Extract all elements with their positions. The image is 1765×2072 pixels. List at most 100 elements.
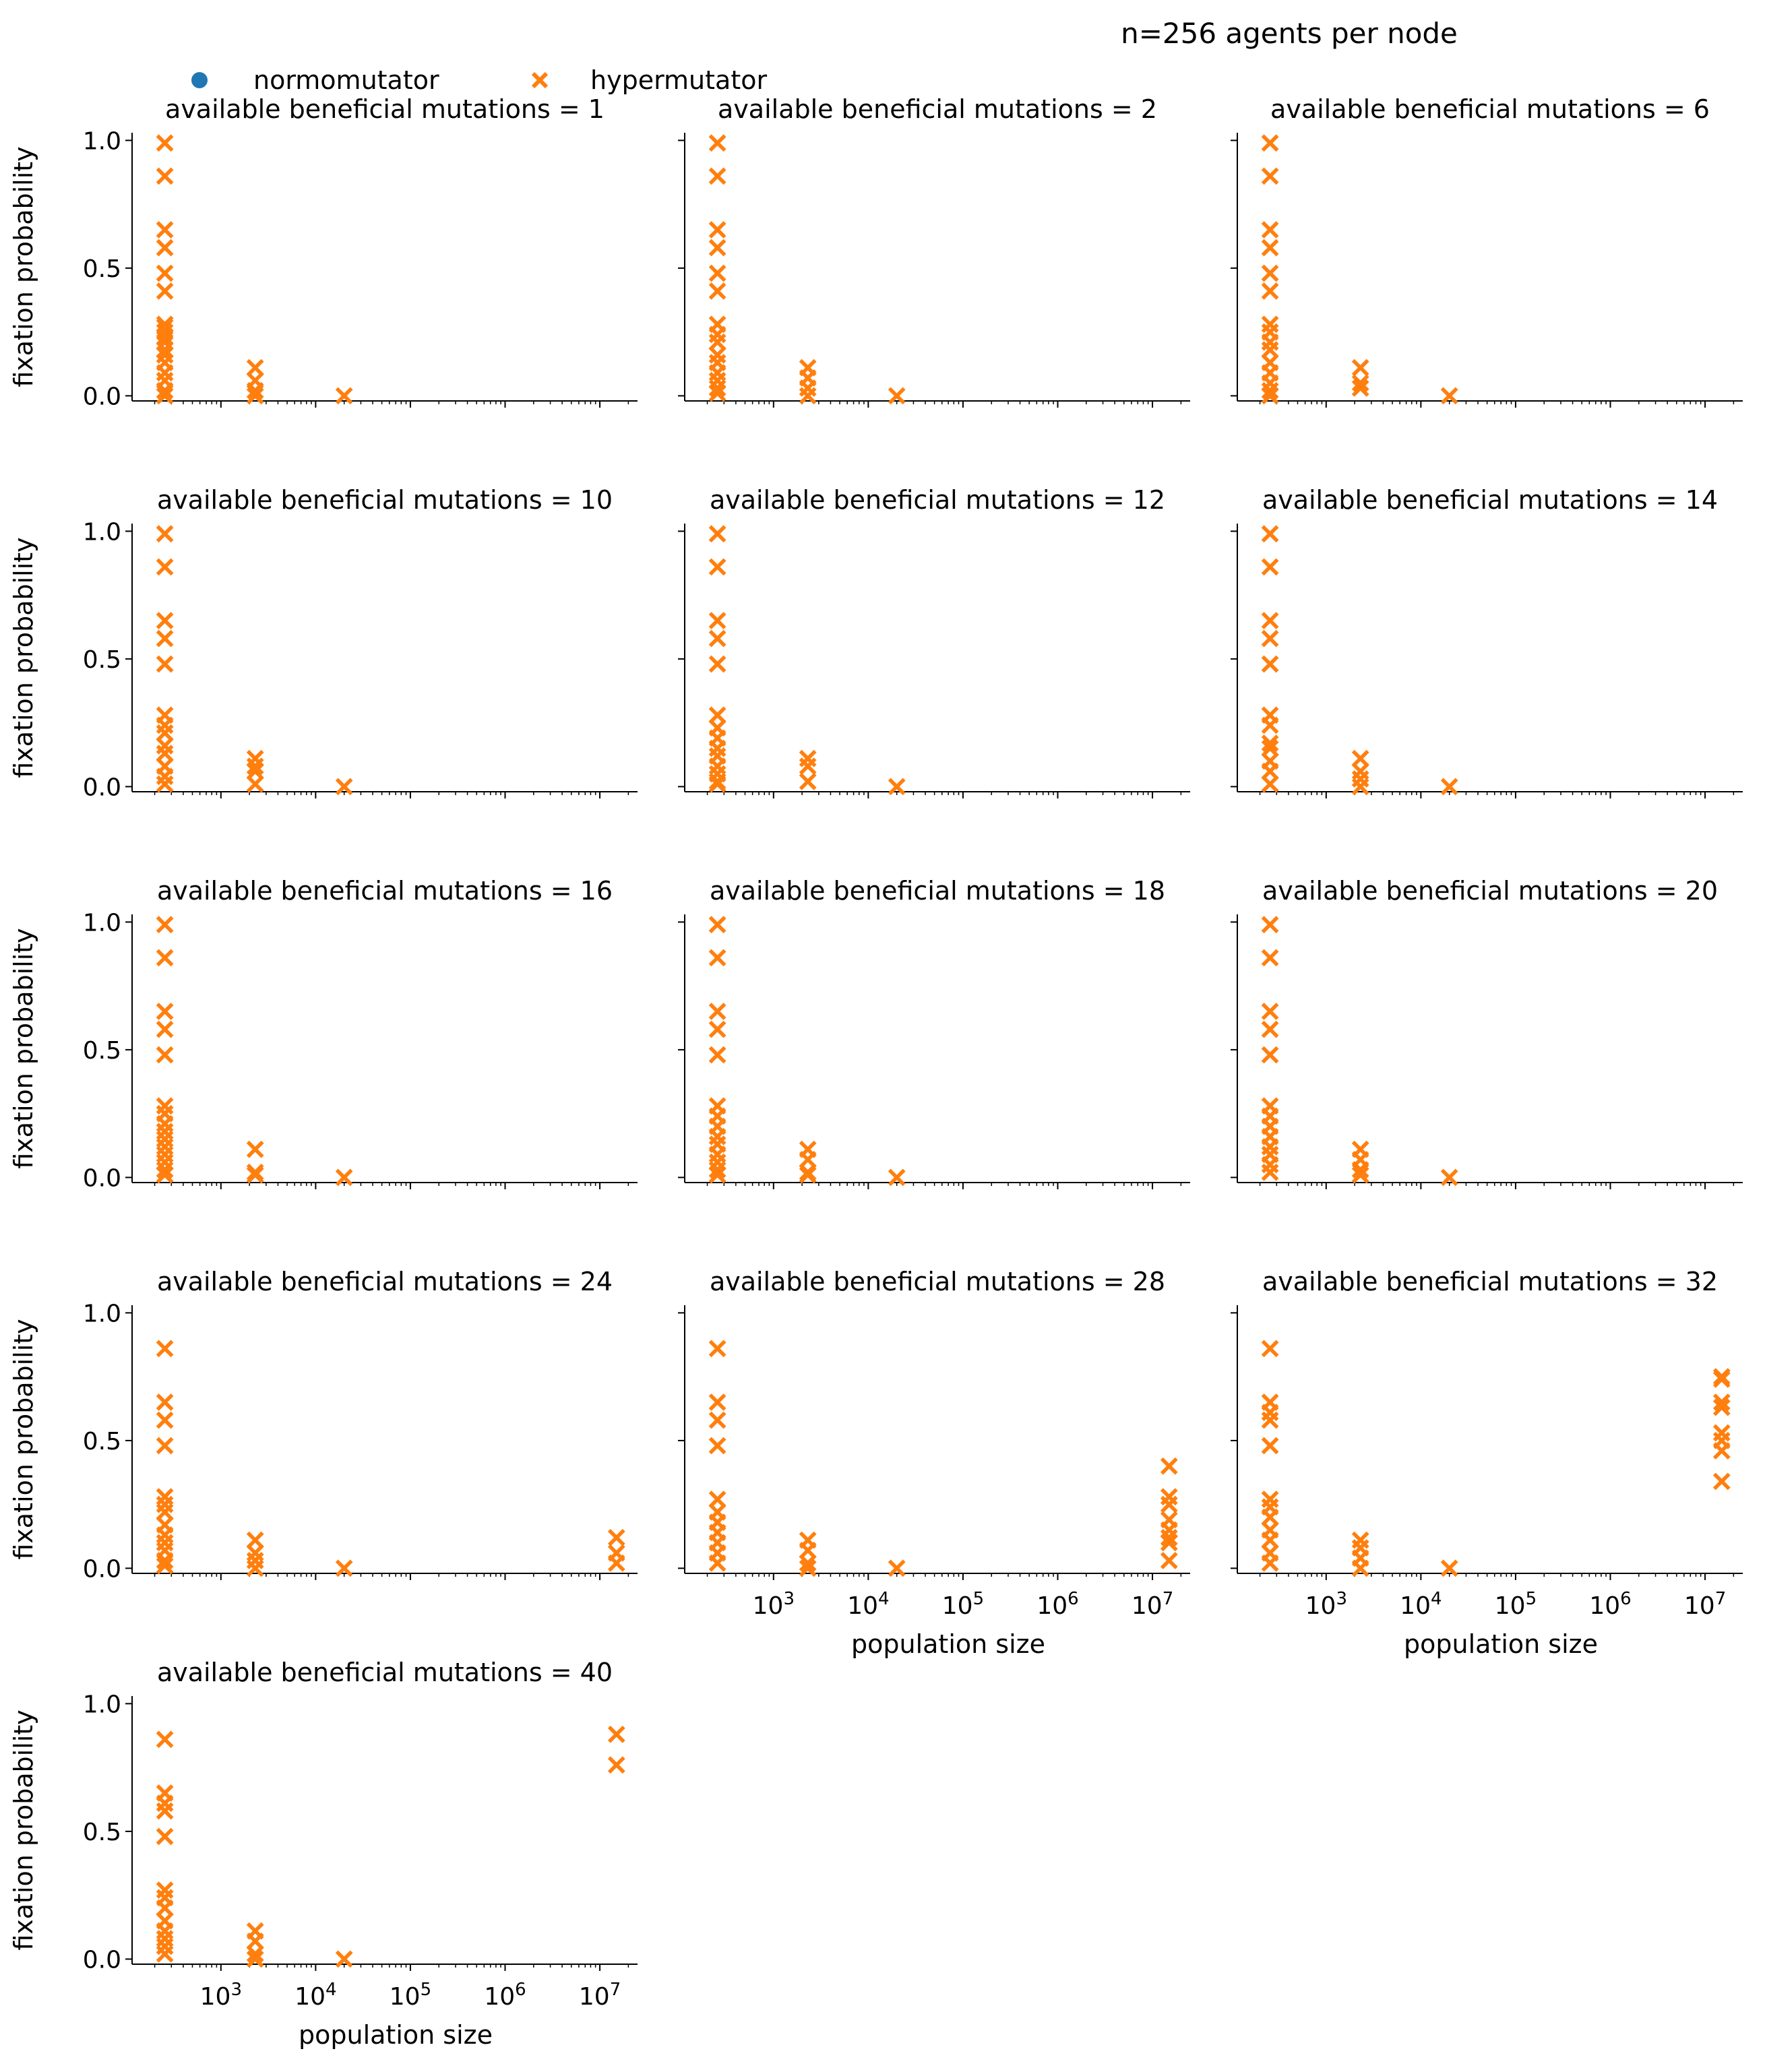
data-point-hypermutator xyxy=(1351,358,1369,377)
figure-suptitle: n=256 agents per node xyxy=(1121,17,1458,50)
data-point-hypermutator xyxy=(888,387,906,405)
data-point-hypermutator xyxy=(246,387,264,405)
data-point-hypermutator xyxy=(246,1140,264,1158)
data-point-hypermutator xyxy=(156,949,174,967)
panel-9: available beneficial mutations = 20 xyxy=(1231,876,1743,1189)
x-tick-label: 104 xyxy=(1400,1589,1442,1620)
data-point-hypermutator xyxy=(156,1552,174,1569)
data-point-hypermutator xyxy=(708,167,726,185)
data-point-hypermutator xyxy=(246,1559,264,1577)
data-point-hypermutator xyxy=(156,1393,174,1411)
data-point-hypermutator xyxy=(156,221,174,239)
data-point-hypermutator xyxy=(1440,778,1458,796)
data-point-hypermutator xyxy=(1261,1437,1279,1455)
data-point-hypermutator xyxy=(1261,1163,1279,1181)
x-tick-label: 104 xyxy=(295,1980,336,2011)
data-point-hypermutator xyxy=(1261,381,1279,400)
y-axis-label: fixation probability xyxy=(9,1709,38,1950)
data-point-hypermutator xyxy=(1351,749,1369,767)
panel-title: available beneficial mutations = 18 xyxy=(710,876,1165,906)
data-point-hypermutator xyxy=(156,381,174,400)
data-point-hypermutator xyxy=(335,1950,353,1968)
legend-item-hypermutator: hypermutator xyxy=(531,65,767,95)
legend-label-hypermutator: hypermutator xyxy=(590,65,767,95)
panel-title: available beneficial mutations = 6 xyxy=(1270,94,1710,124)
data-point-hypermutator xyxy=(1351,374,1369,392)
y-axis-label: fixation probability xyxy=(9,146,38,387)
y-tick-label: 0.0 xyxy=(83,383,121,410)
data-point-hypermutator xyxy=(1261,716,1279,734)
data-point-hypermutator xyxy=(1261,341,1279,359)
data-point-hypermutator xyxy=(1261,264,1279,282)
data-point-hypermutator xyxy=(1261,239,1279,257)
x-tick-label: 103 xyxy=(200,1980,242,2011)
data-point-hypermutator xyxy=(1261,1340,1279,1358)
x-axis-label: population size xyxy=(299,2020,493,2050)
data-point-hypermutator xyxy=(1261,655,1279,673)
data-point-hypermutator xyxy=(888,1168,906,1187)
x-tick-label: 107 xyxy=(579,1980,621,2011)
y-tick-label: 0.5 xyxy=(83,1428,121,1455)
data-point-hypermutator xyxy=(708,1166,726,1184)
data-point-hypermutator xyxy=(156,775,174,793)
data-point-hypermutator xyxy=(799,1559,817,1577)
data-point-hypermutator xyxy=(708,916,726,934)
data-point-hypermutator xyxy=(1261,775,1279,793)
x-tick-label: 105 xyxy=(390,1980,431,2011)
data-point-hypermutator xyxy=(1261,282,1279,300)
data-point-hypermutator xyxy=(1351,379,1369,397)
data-point-hypermutator xyxy=(156,655,174,673)
data-point-hypermutator xyxy=(335,778,353,796)
data-point-hypermutator xyxy=(1440,387,1458,405)
data-point-hypermutator xyxy=(1261,1020,1279,1038)
data-point-hypermutator xyxy=(799,387,817,405)
data-point-hypermutator xyxy=(246,1950,264,1968)
y-tick-label: 0.5 xyxy=(83,646,121,674)
panels: available beneficial mutations = 1 0.0 0.5… xyxy=(9,94,1743,2050)
data-point-hypermutator xyxy=(156,1802,174,1820)
data-point-hypermutator xyxy=(1712,1398,1731,1416)
data-point-hypermutator xyxy=(156,387,174,405)
data-point-hypermutator xyxy=(708,629,726,648)
data-point-hypermutator xyxy=(1261,949,1279,967)
legend-item-normomutator: normomutator xyxy=(191,65,439,95)
legend-marker-hypermutator xyxy=(531,71,549,89)
data-point-hypermutator xyxy=(156,328,174,346)
data-point-hypermutator xyxy=(1351,1559,1369,1577)
data-point-hypermutator xyxy=(1440,1559,1458,1577)
legend-label-normomutator: normomutator xyxy=(253,65,439,95)
data-point-hypermutator xyxy=(1160,1552,1178,1569)
data-point-hypermutator xyxy=(1261,916,1279,934)
data-point-hypermutator xyxy=(1160,1495,1178,1513)
data-point-hypermutator xyxy=(156,1166,174,1184)
data-point-hypermutator xyxy=(156,239,174,257)
data-point-hypermutator xyxy=(708,655,726,673)
data-point-hypermutator xyxy=(246,1531,264,1549)
data-point-hypermutator xyxy=(156,1945,174,1963)
data-point-hypermutator xyxy=(799,1554,817,1572)
y-tick-label: 0.0 xyxy=(83,774,121,801)
data-point-hypermutator xyxy=(708,221,726,239)
data-point-hypermutator xyxy=(1261,525,1279,543)
data-point-hypermutator xyxy=(1261,134,1279,152)
panel-title: available beneficial mutations = 32 xyxy=(1262,1267,1718,1296)
data-point-hypermutator xyxy=(156,264,174,282)
data-point-hypermutator xyxy=(708,558,726,576)
data-point-hypermutator xyxy=(156,612,174,629)
panel-title: available beneficial mutations = 10 xyxy=(157,485,613,515)
x-tick-label: 105 xyxy=(1495,1589,1537,1620)
y-axis-label: fixation probability xyxy=(9,928,38,1168)
panel-title: available beneficial mutations = 2 xyxy=(718,94,1157,124)
data-point-hypermutator xyxy=(607,1756,625,1774)
data-point-hypermutator xyxy=(1261,1046,1279,1064)
panel-8: available beneficial mutations = 18 xyxy=(678,876,1190,1189)
data-point-hypermutator xyxy=(708,1393,726,1411)
data-point-hypermutator xyxy=(246,358,264,377)
data-point-hypermutator xyxy=(246,1933,264,1950)
panel-11: available beneficial mutations = 28 103 10… xyxy=(678,1267,1190,1659)
data-point-hypermutator xyxy=(156,1437,174,1455)
data-point-hypermutator xyxy=(607,1726,625,1743)
data-point-hypermutator xyxy=(708,525,726,543)
panel-2: available beneficial mutations = 2 xyxy=(678,94,1190,408)
panel-title: available beneficial mutations = 24 xyxy=(157,1267,613,1296)
